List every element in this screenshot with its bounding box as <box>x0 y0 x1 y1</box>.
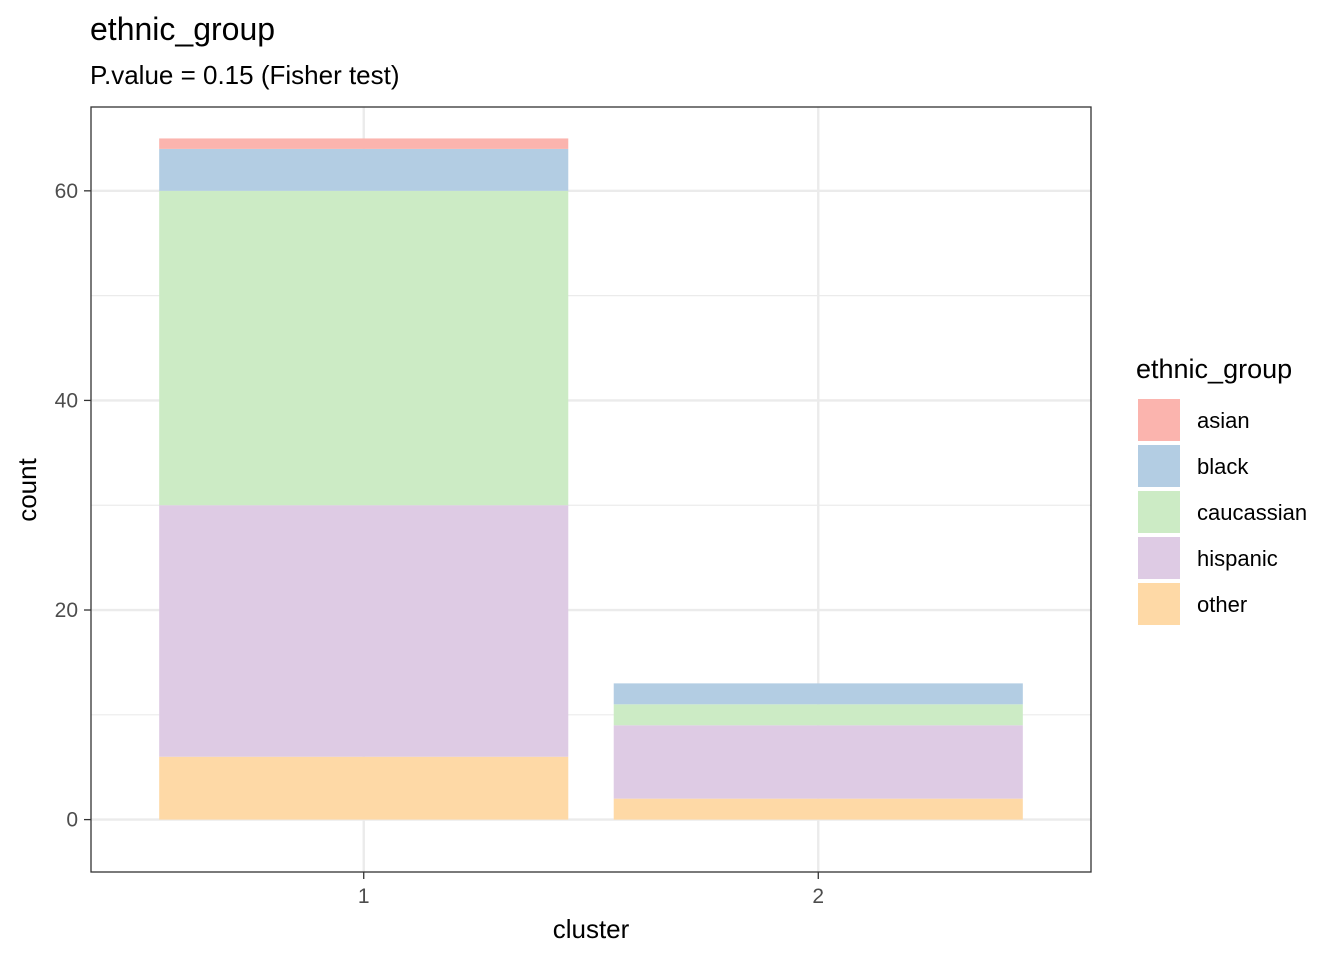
y-axis-label: count <box>12 457 42 521</box>
plot-border <box>90 106 1092 873</box>
bar-segment-caucassian-cluster-2 <box>613 704 1023 726</box>
y-tick-label: 20 <box>55 599 78 622</box>
x-tick-label: 1 <box>358 885 370 908</box>
legend-key-black <box>1138 445 1180 487</box>
legend-key-other <box>1138 583 1180 625</box>
bar-segment-hispanic-cluster-2 <box>613 725 1023 799</box>
legend-label-other: other <box>1197 592 1247 617</box>
bar-segment-hispanic-cluster-1 <box>159 505 569 757</box>
legend-title: ethnic_group <box>1136 354 1292 384</box>
bar-segment-black-cluster-1 <box>159 148 569 191</box>
y-tick-label: 40 <box>55 389 78 412</box>
bar-segment-caucassian-cluster-1 <box>159 190 569 506</box>
legend-key-caucassian <box>1138 491 1180 533</box>
legend-key-asian <box>1138 399 1180 441</box>
y-tick-label: 60 <box>55 180 78 203</box>
bar-segment-other-cluster-2 <box>613 798 1023 820</box>
x-axis-label: cluster <box>553 914 630 944</box>
bar-segment-black-cluster-2 <box>613 683 1023 705</box>
legend-key-hispanic <box>1138 537 1180 579</box>
legend-label-black: black <box>1197 454 1249 479</box>
y-axis: 0 20 40 60 <box>55 180 91 832</box>
y-tick-label: 0 <box>66 809 78 832</box>
legend-label-asian: asian <box>1197 408 1250 433</box>
x-tick-label: 2 <box>812 885 824 908</box>
bars <box>159 138 1023 820</box>
legend: asian black caucassian hispanic other <box>1138 399 1307 625</box>
legend-label-caucassian: caucassian <box>1197 500 1307 525</box>
chart-title: ethnic_group <box>90 11 275 47</box>
bar-segment-asian-cluster-1 <box>159 138 569 149</box>
bar-segment-other-cluster-1 <box>159 756 569 820</box>
legend-label-hispanic: hispanic <box>1197 546 1278 571</box>
chart-subtitle: P.value = 0.15 (Fisher test) <box>90 60 400 90</box>
